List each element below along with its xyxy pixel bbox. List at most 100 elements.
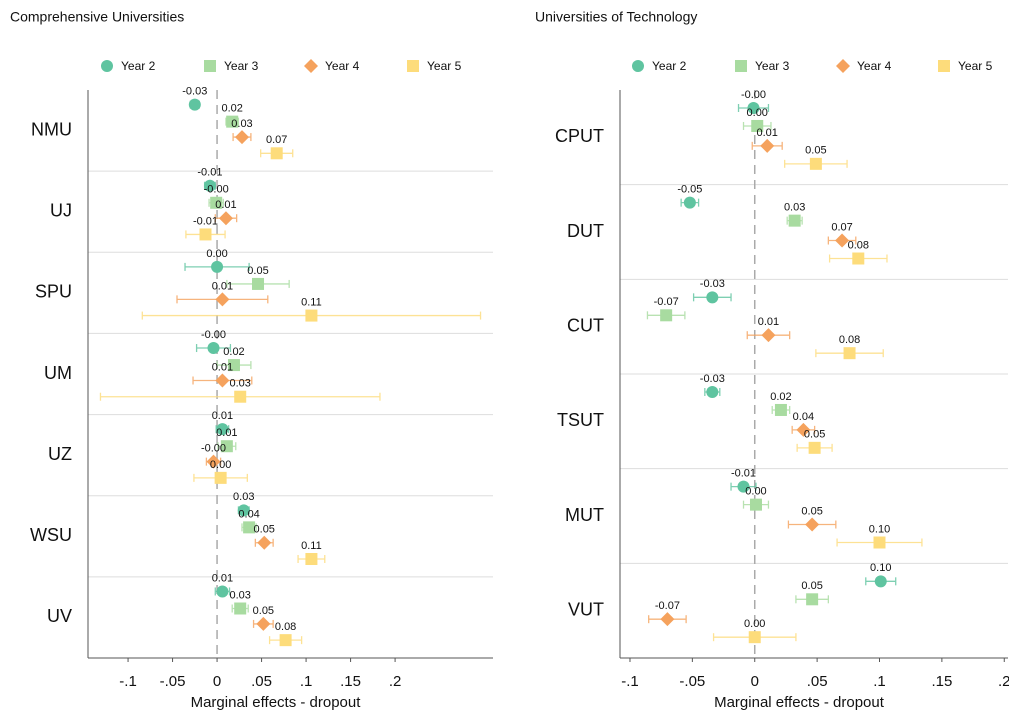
value-label: -0.00 xyxy=(201,329,226,341)
value-label: 0.03 xyxy=(229,378,250,390)
value-label: 0.03 xyxy=(233,491,254,503)
point xyxy=(749,498,762,511)
value-label: 0.01 xyxy=(758,316,779,328)
x-tick-label: .1 xyxy=(300,673,313,690)
value-label: 0.05 xyxy=(253,605,274,617)
legend-marker xyxy=(735,60,747,72)
point xyxy=(188,98,201,111)
point xyxy=(305,309,318,322)
category-label: NMU xyxy=(31,119,72,139)
value-label: 0.01 xyxy=(216,427,237,439)
point xyxy=(216,585,229,598)
point xyxy=(305,553,318,566)
point xyxy=(214,471,227,484)
legend-marker xyxy=(836,59,850,73)
point xyxy=(683,196,696,209)
value-label: 0.05 xyxy=(801,505,822,517)
value-label: -0.03 xyxy=(700,278,725,290)
value-label: 0.11 xyxy=(301,296,322,308)
x-axis-label: Marginal effects - dropout xyxy=(191,694,362,711)
value-label: 0.01 xyxy=(212,572,233,584)
value-label: 0.08 xyxy=(848,239,869,251)
value-label: 0.04 xyxy=(238,508,259,520)
point xyxy=(660,612,675,627)
value-label: 0.04 xyxy=(793,411,814,423)
value-label: 0.01 xyxy=(757,127,778,139)
value-label: 0.01 xyxy=(215,199,236,211)
point xyxy=(256,616,271,631)
category-label: SPU xyxy=(35,282,72,302)
point xyxy=(234,130,249,145)
point xyxy=(218,211,233,226)
point xyxy=(203,179,216,192)
value-label: -0.00 xyxy=(204,184,229,196)
point xyxy=(226,115,239,128)
point xyxy=(216,423,229,436)
category-label: DUT xyxy=(567,221,604,241)
point xyxy=(760,138,775,153)
point xyxy=(809,157,822,170)
category-label: UZ xyxy=(48,444,72,464)
point xyxy=(751,119,764,132)
point xyxy=(660,309,673,322)
point xyxy=(220,440,233,453)
value-label: 0.08 xyxy=(839,334,860,346)
value-label: 0.05 xyxy=(804,429,825,441)
legend-marker xyxy=(938,60,950,72)
point xyxy=(737,480,750,493)
category-label: UV xyxy=(47,606,72,626)
point xyxy=(234,390,247,403)
x-tick-label: -.1 xyxy=(119,673,137,690)
value-label: 0.10 xyxy=(869,523,890,535)
x-tick-label: .05 xyxy=(807,673,828,690)
x-tick-label: -.1 xyxy=(621,673,639,690)
category-label: UJ xyxy=(50,200,72,220)
point xyxy=(873,536,886,549)
value-label: -0.00 xyxy=(201,443,226,455)
category-label: CPUT xyxy=(555,126,604,146)
category-label: UM xyxy=(44,363,72,383)
value-label: 0.03 xyxy=(229,589,250,601)
point xyxy=(806,593,819,606)
value-label: 0.05 xyxy=(801,580,822,592)
point xyxy=(257,535,272,550)
point xyxy=(748,631,761,644)
point xyxy=(774,403,787,416)
value-label: 0.01 xyxy=(212,361,233,373)
point xyxy=(279,634,292,647)
x-tick-label: .15 xyxy=(931,673,952,690)
value-label: 0.05 xyxy=(247,265,268,277)
legend-label: Year 2 xyxy=(652,59,687,73)
value-label: -0.01 xyxy=(193,215,218,227)
point xyxy=(211,260,224,273)
category-label: VUT xyxy=(568,599,604,619)
point xyxy=(874,575,887,588)
value-label: 0.01 xyxy=(212,280,233,292)
x-tick-label: .15 xyxy=(340,673,361,690)
point xyxy=(237,504,250,517)
legend-marker xyxy=(304,59,318,73)
point xyxy=(207,342,220,355)
value-label: 0.00 xyxy=(744,618,765,630)
value-label: 0.02 xyxy=(221,103,242,115)
legend-marker xyxy=(204,60,216,72)
x-axis-label: Marginal effects - dropout xyxy=(714,694,885,711)
value-label: -0.01 xyxy=(731,468,756,480)
point xyxy=(747,101,760,114)
value-label: 0.07 xyxy=(266,134,287,146)
value-label: 0.03 xyxy=(231,118,252,130)
x-tick-label: .05 xyxy=(251,673,272,690)
category-label: CUT xyxy=(567,315,604,335)
value-label: 0.00 xyxy=(210,459,231,471)
value-label: 0.01 xyxy=(212,410,233,422)
value-label: 0.02 xyxy=(770,391,791,403)
value-label: 0.00 xyxy=(745,486,766,498)
point xyxy=(234,602,247,615)
point xyxy=(808,441,821,454)
legend-label: Year 4 xyxy=(325,59,360,73)
point xyxy=(252,277,265,290)
value-label: 0.00 xyxy=(747,107,768,119)
point xyxy=(199,228,212,241)
point xyxy=(243,521,256,534)
